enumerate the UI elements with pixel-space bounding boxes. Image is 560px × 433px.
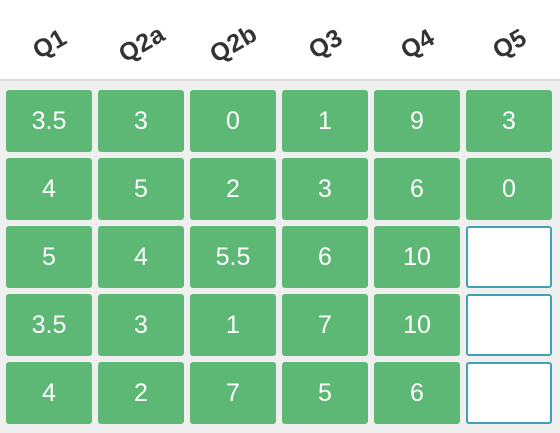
column-header-q2a-label: Q2a — [113, 19, 170, 68]
column-header-q2b-label: Q2b — [205, 19, 263, 69]
column-header-q1: Q1 — [4, 22, 96, 65]
score-cell-q1-row3[interactable]: 5 — [6, 226, 92, 288]
score-cell-q2b-row2[interactable]: 2 — [190, 158, 276, 220]
score-cell-q3-row2[interactable]: 3 — [282, 158, 368, 220]
score-cell-q2a-row5[interactable]: 2 — [98, 362, 184, 424]
score-grid: 3.5 3 0 1 9 3 4 5 2 3 6 0 5 4 5.5 6 10 3.5 3 1 7 10 4 2 7 5 6 — [0, 81, 560, 433]
score-input-q5-row5[interactable] — [466, 362, 552, 424]
score-cell-q4-row5[interactable]: 6 — [374, 362, 460, 424]
score-input-q5-row4[interactable] — [466, 294, 552, 356]
score-cell-q3-row5[interactable]: 5 — [282, 362, 368, 424]
score-cell-q2a-row4[interactable]: 3 — [98, 294, 184, 356]
column-header-q5: Q5 — [464, 22, 556, 65]
column-header-q3: Q3 — [280, 22, 372, 65]
score-cell-q5-row1[interactable]: 3 — [466, 90, 552, 152]
score-cell-q3-row3[interactable]: 6 — [282, 226, 368, 288]
score-cell-q5-row2[interactable]: 0 — [466, 158, 552, 220]
score-cell-q2a-row1[interactable]: 3 — [98, 90, 184, 152]
score-cell-q1-row4[interactable]: 3.5 — [6, 294, 92, 356]
column-header-q1-label: Q1 — [28, 22, 72, 65]
score-cell-q4-row1[interactable]: 9 — [374, 90, 460, 152]
score-cell-q2b-row4[interactable]: 1 — [190, 294, 276, 356]
score-cell-q1-row2[interactable]: 4 — [6, 158, 92, 220]
column-header-q2b: Q2b — [188, 19, 280, 68]
score-cell-q2b-row3[interactable]: 5.5 — [190, 226, 276, 288]
score-input-q5-row3[interactable] — [466, 226, 552, 288]
score-cell-q1-row5[interactable]: 4 — [6, 362, 92, 424]
score-cell-q2a-row2[interactable]: 5 — [98, 158, 184, 220]
column-header-row: Q1 Q2a Q2b Q3 Q4 Q5 — [0, 0, 560, 81]
column-header-q4-label: Q4 — [396, 22, 440, 65]
score-cell-q4-row3[interactable]: 10 — [374, 226, 460, 288]
column-header-q3-label: Q3 — [304, 22, 348, 65]
score-cell-q1-row1[interactable]: 3.5 — [6, 90, 92, 152]
score-cell-q2b-row5[interactable]: 7 — [190, 362, 276, 424]
score-cell-q2a-row3[interactable]: 4 — [98, 226, 184, 288]
score-cell-q3-row4[interactable]: 7 — [282, 294, 368, 356]
score-cell-q3-row1[interactable]: 1 — [282, 90, 368, 152]
score-cell-q4-row4[interactable]: 10 — [374, 294, 460, 356]
column-header-q4: Q4 — [372, 22, 464, 65]
score-cell-q4-row2[interactable]: 6 — [374, 158, 460, 220]
column-header-q5-label: Q5 — [488, 22, 532, 65]
column-header-q2a: Q2a — [96, 19, 188, 67]
score-cell-q2b-row1[interactable]: 0 — [190, 90, 276, 152]
